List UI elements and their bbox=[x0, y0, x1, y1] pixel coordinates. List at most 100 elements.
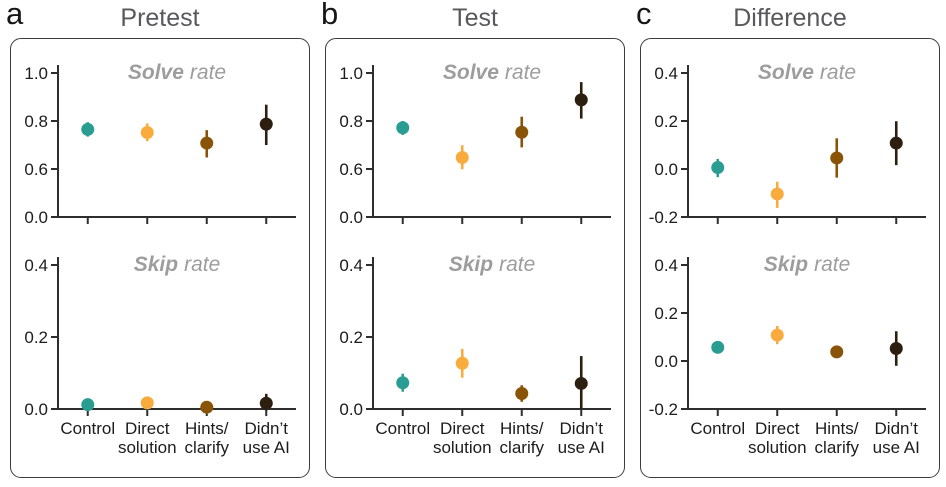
data-point-didnt_use_ai bbox=[259, 117, 273, 131]
data-point-direct_solution bbox=[455, 150, 469, 164]
subplot-title: Solve rate bbox=[128, 61, 226, 84]
category-label-hints_clarify: clarify bbox=[500, 438, 545, 457]
data-point-hints_clarify bbox=[200, 400, 214, 414]
data-point-direct_solution bbox=[770, 187, 784, 201]
category-label-hints_clarify: clarify bbox=[815, 438, 860, 457]
subplot-solve-rate: Solve rate 1.0 0.8 0.6 0.0 bbox=[11, 39, 309, 231]
category-label-hints_clarify: Hints/ bbox=[185, 419, 229, 438]
data-point-didnt_use_ai bbox=[889, 136, 903, 150]
category-label-hints_clarify: clarify bbox=[185, 438, 230, 457]
panel-letter-b: b bbox=[321, 0, 339, 31]
y-tick-label: -0.2 bbox=[649, 400, 678, 419]
data-point-control bbox=[711, 340, 725, 354]
panel-test: b Test Solve rate 1.0 0.8 0.6 0.0 Skip rate 0.4… bbox=[315, 0, 630, 478]
category-label-didnt_use_ai: Didn’t bbox=[560, 419, 604, 438]
category-label-didnt_use_ai: Didn’t bbox=[875, 419, 919, 438]
y-tick-label: 0.0 bbox=[24, 208, 48, 227]
y-tick-label: 0.8 bbox=[24, 112, 48, 131]
y-tick-label: 0.4 bbox=[24, 256, 48, 275]
panel-box: Solve rate 1.0 0.8 0.6 0.0 Skip rate 0.4 0.2 0.0 C… bbox=[325, 38, 625, 478]
y-tick-label: 0.0 bbox=[339, 400, 363, 419]
y-tick-label: 0.4 bbox=[339, 256, 363, 275]
category-label-direct_solution: solution bbox=[748, 438, 807, 457]
y-tick-label: 0.6 bbox=[24, 160, 48, 179]
category-label-direct_solution: Direct bbox=[440, 419, 485, 438]
y-tick-label: 0.0 bbox=[24, 400, 48, 419]
data-point-control bbox=[81, 398, 95, 412]
category-label-didnt_use_ai: use AI bbox=[243, 438, 290, 457]
subplot-solve-rate: Solve rate 0.4 0.2 0.0 -0.2 bbox=[641, 39, 939, 231]
category-label-control: Control bbox=[375, 419, 430, 438]
data-point-direct_solution bbox=[140, 396, 154, 410]
data-point-direct_solution bbox=[770, 328, 784, 342]
category-label-hints_clarify: Hints/ bbox=[500, 419, 544, 438]
y-tick-label: 0.2 bbox=[24, 328, 48, 347]
panel-box: Solve rate 0.4 0.2 0.0 -0.2 Skip rate 0.4 0.2 0.0… bbox=[640, 38, 940, 478]
y-tick-label: 0.2 bbox=[654, 304, 678, 323]
category-label-control: Control bbox=[690, 419, 745, 438]
category-label-didnt_use_ai: use AI bbox=[873, 438, 920, 457]
subplot-title: Skip rate bbox=[764, 253, 851, 276]
category-label-didnt_use_ai: Didn’t bbox=[245, 419, 289, 438]
category-label-hints_clarify: Hints/ bbox=[815, 419, 859, 438]
panel-letter-a: a bbox=[6, 0, 24, 31]
subplot-title: Solve rate bbox=[758, 61, 856, 84]
y-tick-label: 0.4 bbox=[654, 256, 678, 275]
y-tick-label: -0.2 bbox=[649, 208, 678, 227]
y-tick-label: 0.2 bbox=[339, 328, 363, 347]
data-point-didnt_use_ai bbox=[574, 93, 588, 107]
y-tick-label: 0.8 bbox=[339, 112, 363, 131]
subplot-skip-rate: Skip rate 0.4 0.2 0.0 -0.2 Control Direct soluti… bbox=[641, 231, 939, 477]
y-tick-label: 1.0 bbox=[339, 64, 363, 83]
solve-rate-plot: Solve rate 1.0 0.8 0.6 0.0 bbox=[24, 61, 296, 227]
solve-rate-plot: Solve rate 0.4 0.2 0.0 -0.2 bbox=[649, 61, 926, 227]
data-point-hints_clarify bbox=[200, 136, 214, 150]
subplot-title: Skip rate bbox=[134, 253, 221, 276]
data-point-control bbox=[396, 121, 410, 135]
data-point-hints_clarify bbox=[830, 151, 844, 165]
panel-difference: c Difference Solve rate 0.4 0.2 0.0 -0.2 Skip… bbox=[630, 0, 946, 478]
panel-title-pretest: Pretest bbox=[120, 4, 200, 32]
panel-pretest: a Pretest Solve rate 1.0 0.8 0.6 0.0 Skip rate… bbox=[0, 0, 315, 478]
data-point-hints_clarify bbox=[830, 345, 844, 359]
data-point-didnt_use_ai bbox=[259, 396, 273, 410]
subplot-solve-rate: Solve rate 1.0 0.8 0.6 0.0 bbox=[326, 39, 624, 231]
y-tick-label: 0.6 bbox=[339, 160, 363, 179]
panel-letter-c: c bbox=[636, 0, 652, 31]
category-label-direct_solution: Direct bbox=[755, 419, 800, 438]
subplot-skip-rate: Skip rate 0.4 0.2 0.0 Control Direct solution Hi… bbox=[326, 231, 624, 477]
panel-title-difference: Difference bbox=[733, 4, 847, 32]
category-label-didnt_use_ai: use AI bbox=[558, 438, 605, 457]
data-point-direct_solution bbox=[455, 356, 469, 370]
category-label-direct_solution: solution bbox=[118, 438, 177, 457]
data-point-hints_clarify bbox=[515, 387, 529, 401]
subplot-title: Skip rate bbox=[449, 253, 536, 276]
subplot-title: Solve rate bbox=[443, 61, 541, 84]
y-tick-label: 0.0 bbox=[654, 352, 678, 371]
y-tick-label: 1.0 bbox=[24, 64, 48, 83]
panel-header: c Difference bbox=[630, 0, 946, 38]
data-point-direct_solution bbox=[140, 126, 154, 140]
solve-rate-plot: Solve rate 1.0 0.8 0.6 0.0 bbox=[339, 61, 611, 227]
data-point-control bbox=[81, 122, 95, 136]
data-point-control bbox=[711, 161, 725, 175]
panel-header: a Pretest bbox=[0, 0, 315, 38]
y-tick-label: 0.2 bbox=[654, 112, 678, 131]
subplot-skip-rate: Skip rate 0.4 0.2 0.0 Control Direct solution Hi… bbox=[11, 231, 309, 477]
category-label-direct_solution: solution bbox=[433, 438, 492, 457]
data-point-didnt_use_ai bbox=[574, 376, 588, 390]
category-label-control: Control bbox=[60, 419, 115, 438]
skip-rate-plot: Skip rate 0.4 0.2 0.0 -0.2 Control Directsoluti… bbox=[649, 253, 926, 457]
y-tick-label: 0.0 bbox=[339, 208, 363, 227]
data-point-hints_clarify bbox=[515, 125, 529, 139]
y-tick-label: 0.0 bbox=[654, 160, 678, 179]
panel-box: Solve rate 1.0 0.8 0.6 0.0 Skip rate 0.4 0.2 0.0 C… bbox=[10, 38, 310, 478]
panel-title-test: Test bbox=[452, 4, 498, 32]
y-tick-label: 0.4 bbox=[654, 64, 678, 83]
category-label-direct_solution: Direct bbox=[125, 419, 170, 438]
data-point-control bbox=[396, 376, 410, 390]
data-point-didnt_use_ai bbox=[889, 342, 903, 356]
